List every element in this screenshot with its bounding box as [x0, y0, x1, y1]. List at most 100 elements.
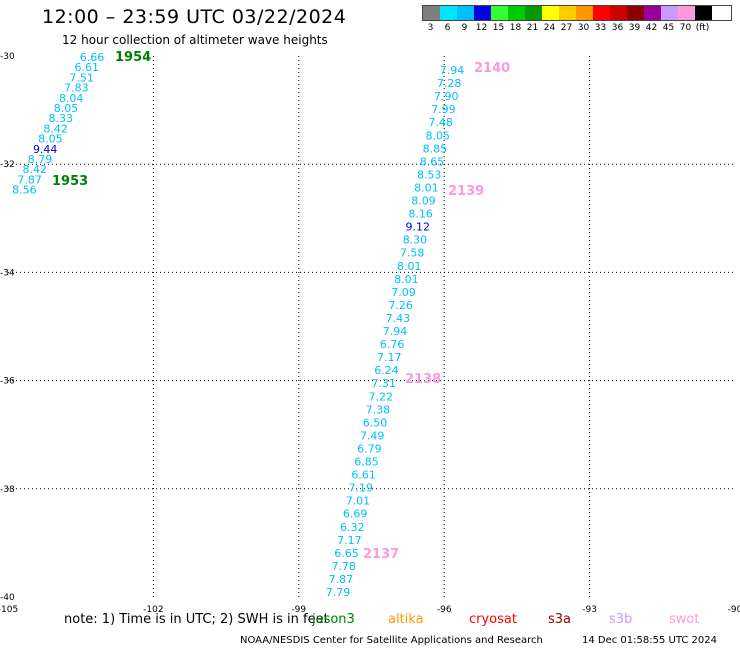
legend-tick-label: 12 — [475, 23, 488, 33]
wave-height-label: 8.42 — [43, 122, 68, 135]
legend-tick-label: 33 — [594, 23, 607, 33]
wave-height-label: 6.79 — [357, 442, 382, 455]
legend-swatch — [576, 6, 593, 20]
legend-tick-label: 45 — [662, 23, 675, 33]
lon-tick-label: -90 — [728, 605, 740, 615]
lat-tick-label: -34 — [0, 268, 15, 278]
wave-height-label: 8.42 — [23, 163, 48, 176]
wave-height-label: 6.61 — [75, 61, 100, 74]
wave-height-label: 7.26 — [388, 299, 413, 312]
pass-time-label: 2138 — [405, 372, 441, 387]
wave-height-label: 7.94 — [383, 325, 408, 338]
lat-tick-label: -38 — [0, 485, 15, 495]
wave-height-label: 6.65 — [334, 547, 359, 560]
satellite-label-altika: altika — [388, 612, 424, 627]
legend-tick-label: 70 — [679, 23, 692, 33]
legend-swatch — [695, 6, 712, 20]
wave-height-label: 6.24 — [374, 364, 399, 377]
legend-swatch — [508, 6, 525, 20]
legend-swatch — [627, 6, 644, 20]
legend-tick-label: 39 — [628, 23, 641, 33]
pass-time-label: 2140 — [474, 61, 510, 76]
wave-height-label: 6.69 — [343, 508, 368, 521]
wave-height-label: 7.17 — [337, 534, 362, 547]
satellite-label-s3b: s3b — [609, 612, 633, 627]
wave-height-label: 6.50 — [363, 416, 388, 429]
wave-height-label: 7.38 — [366, 403, 391, 416]
legend-tick-label: 24 — [543, 23, 556, 33]
legend-swatch — [474, 6, 491, 20]
wave-height-label: 7.87 — [17, 173, 42, 186]
lon-tick-label: -96 — [437, 605, 452, 615]
wave-height-label: 7.58 — [400, 247, 425, 260]
pass-time-label: 2139 — [448, 184, 484, 199]
wave-height-label: 7.87 — [329, 573, 354, 586]
wave-height-legend: 3 6 9 12 15 18 21 24 27 30 33 36 39 42 45 70 (ft) — [422, 5, 732, 35]
wave-height-label: 7.51 — [69, 71, 94, 84]
legend-swatch — [457, 6, 474, 20]
legend-tick-label: 42 — [645, 23, 658, 33]
wave-height-label: 8.09 — [411, 195, 436, 208]
wave-height-label: 8.05 — [38, 133, 63, 146]
wave-height-label: 7.49 — [360, 429, 385, 442]
wave-height-label: 7.17 — [377, 351, 402, 364]
pass-time-label: 1954 — [115, 50, 151, 65]
wave-height-label: 7.09 — [391, 286, 416, 299]
satellite-label-s3a: s3a — [548, 612, 572, 627]
wave-height-label: 8.30 — [403, 234, 428, 247]
legend-tick-label: 3 — [427, 23, 434, 33]
wave-height-label: 8.79 — [28, 153, 53, 166]
legend-swatch — [610, 6, 627, 20]
footnote: note: 1) Time is in UTC; 2) SWH is in fe… — [64, 612, 329, 627]
wave-height-label: 8.04 — [59, 92, 84, 105]
wave-height-label: 7.43 — [386, 312, 411, 325]
wave-height-label: 6.66 — [80, 51, 105, 64]
satellite-label-jason3: jason3 — [312, 612, 355, 627]
legend-tick-label: 18 — [509, 23, 522, 33]
satellite-label-swot: swot — [669, 612, 700, 627]
wave-height-label: 8.01 — [397, 260, 422, 273]
lon-tick-label: -99 — [291, 605, 306, 615]
wave-height-label: 8.05 — [426, 129, 451, 142]
wave-height-label: 8.01 — [414, 181, 439, 194]
legend-swatch — [423, 6, 440, 20]
wave-height-label: 7.83 — [64, 82, 89, 95]
lon-tick-label: -105 — [0, 605, 18, 615]
wave-height-label: 9.12 — [406, 221, 431, 234]
legend-swatch — [678, 6, 695, 20]
lat-tick-label: -40 — [0, 593, 15, 603]
wave-height-label: 6.61 — [351, 469, 376, 482]
wave-height-label: 8.56 — [12, 184, 37, 197]
legend-swatch — [661, 6, 678, 20]
wave-height-label: 7.19 — [349, 482, 374, 495]
lat-tick-label: -32 — [0, 160, 15, 170]
legend-tick-label: 36 — [611, 23, 624, 33]
wave-height-label: 6.32 — [340, 521, 365, 534]
wave-height-label: 7.94 — [440, 64, 465, 77]
wave-height-label: 7.90 — [434, 90, 459, 103]
lon-tick-label: -102 — [143, 605, 163, 615]
legend-color-bar — [422, 5, 732, 21]
legend-tick-label: 6 — [444, 23, 451, 33]
wave-height-label: 8.05 — [54, 102, 79, 115]
legend-tick-label: 9 — [461, 23, 468, 33]
wave-height-label: 7.48 — [428, 116, 453, 129]
legend-swatch — [525, 6, 542, 20]
wave-height-label: 8.65 — [420, 155, 445, 168]
pass-time-label: 2137 — [363, 547, 399, 562]
wave-height-label: 7.01 — [346, 495, 371, 508]
wave-height-label: 6.85 — [354, 456, 379, 469]
wave-height-label: 7.31 — [371, 377, 396, 390]
legend-tick-label: 21 — [526, 23, 539, 33]
wave-height-label: 7.28 — [437, 77, 462, 90]
legend-swatch — [440, 6, 457, 20]
wave-height-label: 8.16 — [408, 208, 433, 221]
pass-time-label: 1953 — [52, 174, 88, 189]
legend-tick-label: 15 — [492, 23, 505, 33]
credit-line: NOAA/NESDIS Center for Satellite Applica… — [240, 635, 543, 646]
wave-height-label: 6.76 — [380, 338, 405, 351]
map-title: 12:00 – 23:59 UTC 03/22/2024 — [42, 6, 347, 28]
lon-tick-label: -93 — [582, 605, 597, 615]
lat-tick-label: -30 — [0, 52, 15, 62]
